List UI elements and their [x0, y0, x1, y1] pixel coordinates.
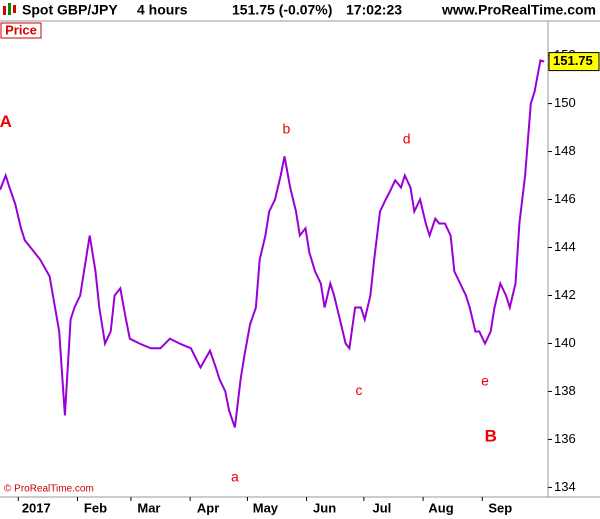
period: 4 hours	[137, 2, 188, 18]
y-tick-label: 142	[554, 287, 576, 302]
panel-label-box	[0, 22, 42, 39]
last-value-box	[548, 52, 600, 72]
x-tick-label: Sep	[488, 500, 512, 515]
y-tick-label: 138	[554, 383, 576, 398]
x-tick-label: May	[253, 500, 279, 515]
x-tick-label: Mar	[137, 500, 160, 515]
wave-label: b	[283, 121, 291, 137]
x-tick-label: Feb	[84, 500, 107, 515]
y-tick-label: 150	[554, 95, 576, 110]
wave-label: d	[403, 130, 411, 146]
site: www.ProRealTime.com	[441, 2, 596, 18]
wave-label: A	[0, 112, 12, 131]
x-tick-label: Jul	[372, 500, 391, 515]
y-tick-label: 148	[554, 143, 576, 158]
wave-label: a	[231, 469, 239, 485]
x-tick-label: Jun	[313, 500, 336, 515]
y-tick-label: 146	[554, 191, 576, 206]
x-tick-label: Aug	[428, 500, 453, 515]
y-tick-label: 140	[554, 335, 576, 350]
header-icon	[3, 3, 16, 15]
wave-label: B	[485, 427, 497, 446]
wave-label: c	[355, 382, 362, 398]
symbol: Spot GBP/JPY	[22, 2, 118, 18]
header-bar	[0, 0, 600, 20]
last-value-label: 151.75	[553, 53, 593, 68]
price-line	[0, 59, 545, 428]
x-tick-label: Apr	[197, 500, 219, 515]
wave-label: e	[481, 373, 489, 389]
x-tick-label: 2017	[22, 500, 51, 515]
copyright: © ProRealTime.com	[4, 484, 94, 495]
quote: 151.75 (-0.07%)	[232, 2, 332, 18]
y-tick-label: 136	[554, 431, 576, 446]
panel-label: Price	[5, 22, 37, 37]
y-tick-label: 144	[554, 239, 576, 254]
y-tick-label: 134	[554, 479, 576, 494]
time: 17:02:23	[346, 2, 402, 18]
